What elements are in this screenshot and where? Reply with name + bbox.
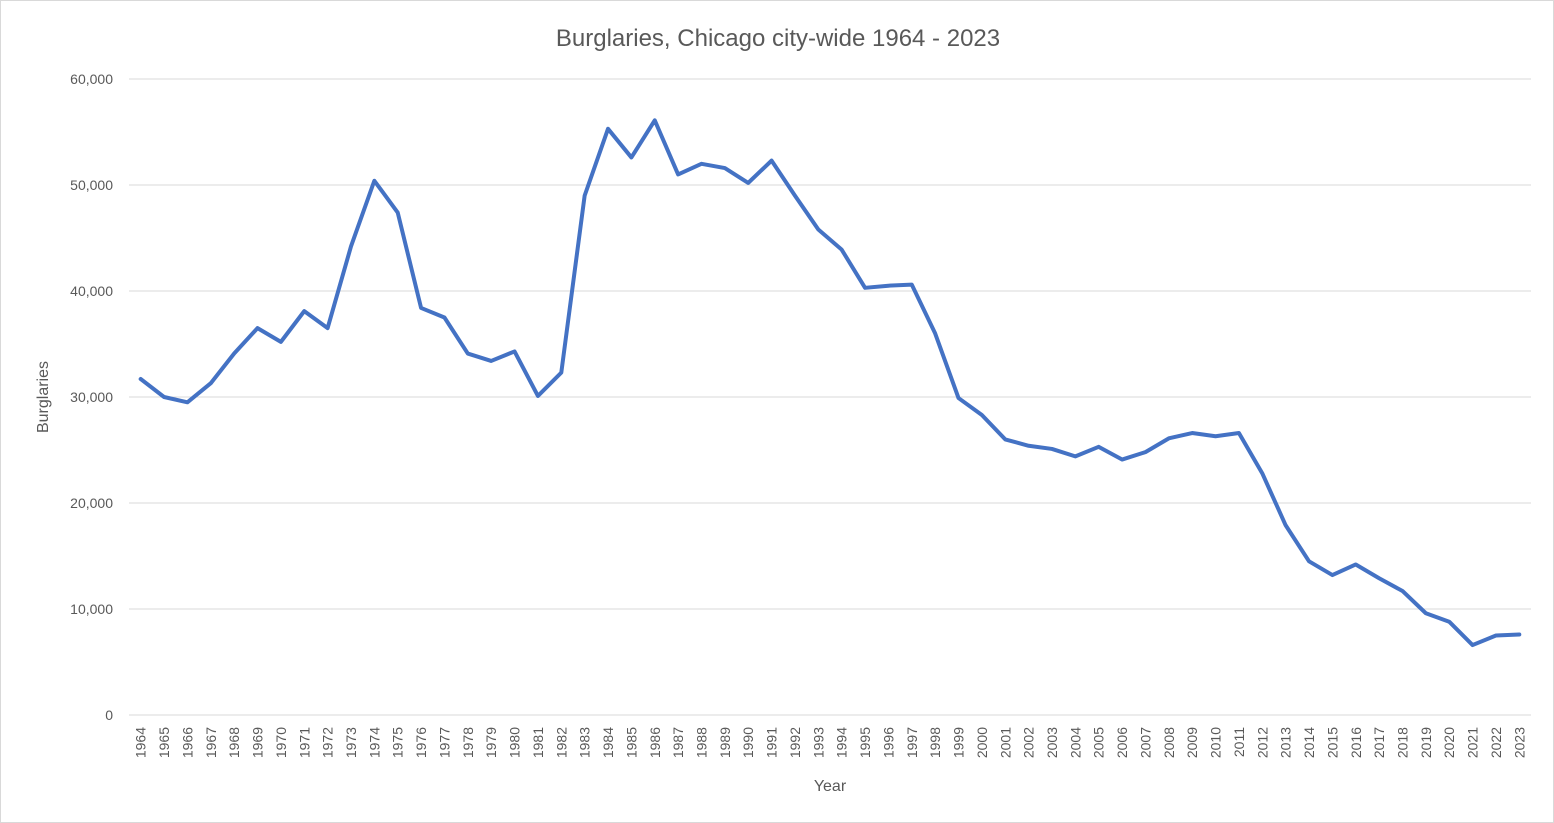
x-tick-label: 1968 [226,727,242,758]
y-tick-label: 0 [105,707,113,723]
x-tick-label: 1988 [693,727,709,758]
x-tick-label: 2022 [1488,727,1504,758]
series-line [138,118,1522,648]
x-tick-label: 1966 [179,727,195,758]
x-tick-label: 1972 [320,727,336,758]
x-tick-label: 2023 [1511,727,1527,758]
x-tick-label: 1980 [507,727,523,758]
series-layer [138,118,1522,648]
y-tick-label: 10,000 [70,601,113,617]
x-tick-label: 1964 [133,727,149,758]
x-tick-label: 2011 [1231,727,1247,757]
x-tick-label: 1977 [436,727,452,758]
x-tick-label: 1967 [203,727,219,758]
x-tick-label: 2001 [997,727,1013,758]
x-tick-label: 1975 [390,727,406,758]
x-axis-title: Year [814,778,847,795]
x-tick-label: 1994 [834,727,850,758]
x-tick-label: 1990 [740,727,756,758]
x-tick-label: 1999 [951,727,967,758]
y-tick-label: 50,000 [70,177,113,193]
x-tick-label: 1996 [880,727,896,758]
x-tick-label: 1978 [460,727,476,758]
x-tick-label: 2012 [1254,727,1270,758]
x-tick-label: 1969 [250,727,266,758]
x-tick-label: 2003 [1044,727,1060,758]
x-tick-label: 1984 [600,727,616,758]
x-tick-label: 1985 [623,727,639,758]
y-axis-title: Burglaries [35,361,52,433]
x-tick-label: 1992 [787,727,803,758]
x-tick-label: 2018 [1394,727,1410,758]
x-tick-label: 1995 [857,727,873,758]
x-tick-label: 1973 [343,727,359,758]
x-tick-label: 1993 [810,727,826,758]
x-tick-label: 1970 [273,727,289,758]
x-tick-label: 2014 [1301,727,1317,758]
x-tick-label: 1991 [764,727,780,758]
x-tick-label: 2019 [1418,727,1434,758]
x-tick-label: 2015 [1324,727,1340,758]
x-tick-label: 2002 [1021,727,1037,758]
x-tick-label: 1981 [530,727,546,758]
y-tick-label: 20,000 [70,495,113,511]
x-tick-label: 1976 [413,727,429,758]
x-tick-label: 2020 [1441,727,1457,758]
x-tick-label: 1965 [156,727,172,758]
x-tick-label: 2004 [1067,727,1083,758]
x-tick-label: 1983 [577,727,593,758]
y-tick-label: 40,000 [70,283,113,299]
y-tick-label: 60,000 [70,71,113,87]
x-tick-label: 1987 [670,727,686,758]
x-tick-label: 1971 [296,727,312,758]
x-tick-label: 2016 [1348,727,1364,758]
x-tick-label: 2021 [1465,727,1481,758]
x-tick-label: 2009 [1184,727,1200,758]
x-tick-label: 1989 [717,727,733,758]
x-tick-label: 2000 [974,727,990,758]
chart-title: Burglaries, Chicago city-wide 1964 - 202… [556,25,1000,52]
x-tick-label: 2007 [1137,727,1153,758]
y-tick-label: 30,000 [70,389,113,405]
x-tick-label: 2010 [1208,727,1224,758]
x-tick-label: 2017 [1371,727,1387,758]
x-tick-label: 1986 [647,727,663,758]
x-tick-label: 1974 [366,727,382,758]
x-axis-tick-labels: 1964 1965 1966 1967 1968 1969 1970 1971 1972 1973… [133,727,1528,758]
gridlines [129,78,1531,610]
x-tick-label: 2008 [1161,727,1177,758]
x-tick-label: 2005 [1091,727,1107,758]
x-tick-label: 2013 [1278,727,1294,758]
y-axis-tick-labels: 0 10,000 20,000 30,000 40,000 50,000 60,000 [70,71,113,723]
x-tick-label: 1998 [927,727,943,758]
x-tick-label: 1979 [483,727,499,758]
x-tick-label: 1982 [553,727,569,758]
x-tick-label: 1997 [904,727,920,758]
x-tick-label: 2006 [1114,727,1130,758]
